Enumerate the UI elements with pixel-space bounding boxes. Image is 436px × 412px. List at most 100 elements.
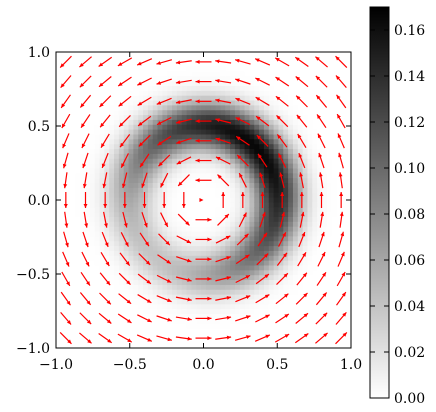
heatmap-cell (244, 241, 251, 247)
heatmap-cell (341, 149, 347, 155)
heatmap-cell (128, 294, 134, 301)
heatmap-cell (273, 153, 280, 160)
heatmap-cell (181, 250, 188, 257)
heatmap-cell (65, 309, 72, 315)
heatmap-cell (239, 255, 246, 262)
heatmap-cell (312, 115, 318, 121)
heatmap-cell (176, 250, 183, 257)
heatmap-cell (292, 192, 299, 199)
heatmap-cell (128, 309, 134, 315)
heatmap-cell (317, 52, 323, 58)
heatmap-cell (220, 139, 226, 145)
heatmap-cell (157, 85, 163, 92)
heatmap-cell (326, 192, 333, 199)
heatmap-cell (157, 309, 163, 315)
heatmap-cell (162, 178, 168, 184)
heatmap-cell (186, 284, 193, 291)
heatmap-cell (56, 81, 62, 87)
heatmap-cell (288, 56, 294, 63)
heatmap-cell (288, 100, 294, 106)
heatmap-cell (89, 134, 96, 140)
heatmap-cell (201, 119, 207, 126)
heatmap-cell (341, 139, 347, 145)
heatmap-cell (302, 52, 309, 58)
heatmap-cell (143, 246, 149, 252)
heatmap-cell (215, 197, 222, 204)
heatmap-cell (128, 76, 134, 82)
heatmap-cell (80, 71, 86, 77)
quiver-arrow (79, 312, 92, 325)
heatmap-cell (215, 52, 222, 58)
heatmap-cell (133, 139, 139, 145)
heatmap-cell (230, 192, 236, 199)
heatmap-cell (273, 328, 280, 335)
heatmap-cell (138, 115, 144, 121)
heatmap-cell (230, 85, 236, 92)
heatmap-cell (317, 226, 323, 233)
heatmap-cell (254, 66, 260, 73)
heatmap-cell (278, 76, 284, 82)
heatmap-cell (89, 100, 96, 106)
heatmap-cell (312, 328, 318, 335)
heatmap-cell (157, 183, 163, 189)
heatmap-cell (292, 265, 299, 271)
quiver-arrow (63, 172, 68, 189)
heatmap-cell (341, 85, 347, 92)
heatmap-cell (220, 183, 226, 189)
heatmap-cell (234, 338, 241, 344)
heatmap-cell (249, 178, 255, 184)
heatmap-cell (118, 280, 125, 286)
heatmap-cell (118, 338, 125, 344)
heatmap-cell (162, 119, 168, 126)
heatmap-cell (201, 333, 207, 339)
heatmap-cell (94, 71, 101, 77)
heatmap-cell (75, 304, 81, 310)
heatmap-cell (114, 56, 120, 63)
heatmap-cell (215, 81, 222, 87)
heatmap-cell (268, 338, 275, 344)
heatmap-cell (283, 280, 289, 286)
heatmap-cell (312, 207, 318, 213)
heatmap-cell (205, 95, 212, 102)
heatmap-cell (244, 187, 251, 194)
heatmap-cell (65, 289, 72, 296)
heatmap-cell (191, 187, 197, 194)
heatmap-cell (346, 52, 352, 58)
heatmap-cell (118, 250, 125, 257)
x-tick-label: −1.0 (39, 357, 73, 373)
heatmap-cell (341, 81, 347, 87)
heatmap-cell (152, 71, 159, 77)
heatmap-cell (123, 328, 130, 335)
heatmap-cell (94, 202, 101, 208)
heatmap-cell (128, 52, 134, 58)
heatmap-cell (85, 202, 91, 208)
heatmap-cell (249, 241, 255, 247)
heatmap-cell (278, 56, 284, 63)
quiver-arrow (215, 235, 231, 244)
heatmap-cell (152, 197, 159, 204)
heatmap-cell (80, 192, 86, 199)
heatmap-cell (292, 158, 299, 165)
heatmap-cell (191, 178, 197, 184)
heatmap-cell (138, 56, 144, 63)
heatmap-cell (283, 76, 289, 82)
heatmap-cell (225, 168, 231, 174)
heatmap-cell (234, 119, 241, 126)
quiver-arrow (156, 335, 173, 342)
heatmap-cell (234, 323, 241, 330)
y-tick-label: 0.5 (28, 119, 50, 135)
heatmap-cell (278, 207, 284, 213)
heatmap-cell (263, 90, 270, 97)
heatmap-cell (56, 226, 62, 233)
quiver-arrow (199, 198, 204, 202)
heatmap-cell (346, 280, 352, 286)
heatmap-cell (181, 153, 188, 160)
heatmap-cell (321, 246, 328, 252)
heatmap-cell (263, 183, 270, 189)
heatmap-cell (133, 207, 139, 213)
heatmap-cell (143, 115, 149, 121)
heatmap-cell (186, 280, 193, 286)
heatmap-cell (99, 338, 105, 344)
heatmap-cell (75, 212, 81, 218)
heatmap-cell (297, 115, 304, 121)
